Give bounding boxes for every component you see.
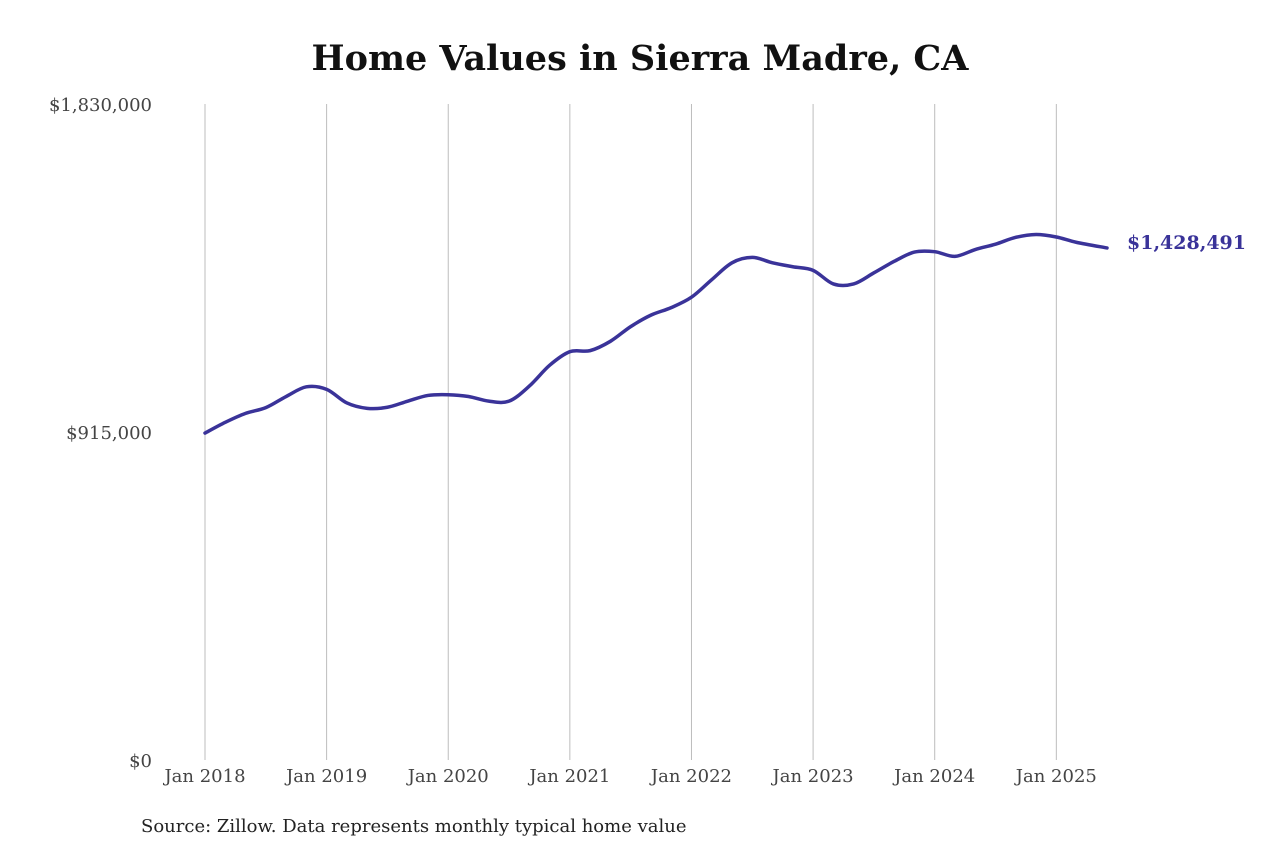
y-tick-label: $915,000 (66, 423, 152, 444)
series-line (203, 232, 1109, 435)
x-tick-label: Jan 2020 (406, 766, 489, 787)
y-axis-ticks: $0 $915,000 $1,830,000 (49, 95, 152, 772)
x-tick-label: Jan 2018 (162, 766, 245, 787)
x-tick-label: Jan 2024 (892, 766, 975, 787)
source-note: Source: Zillow. Data represents monthly … (141, 816, 687, 837)
x-tick-label: Jan 2025 (1014, 766, 1097, 787)
x-tick-label: Jan 2023 (771, 766, 854, 787)
x-tick-label: Jan 2019 (284, 766, 367, 787)
y-tick-label: $1,830,000 (49, 95, 152, 116)
x-tick-label: Jan 2022 (649, 766, 732, 787)
series-layer: $1,428,491 (203, 232, 1246, 435)
chart-title: Home Values in Sierra Madre, CA (311, 38, 969, 79)
gridlines (204, 104, 1057, 760)
y-tick-label: $0 (129, 751, 152, 772)
end-value-label: $1,428,491 (1127, 232, 1246, 254)
x-axis-ticks: Jan 2018 Jan 2019 Jan 2020 Jan 2021 Jan 2022… (162, 766, 1096, 787)
x-tick-label: Jan 2021 (527, 766, 610, 787)
